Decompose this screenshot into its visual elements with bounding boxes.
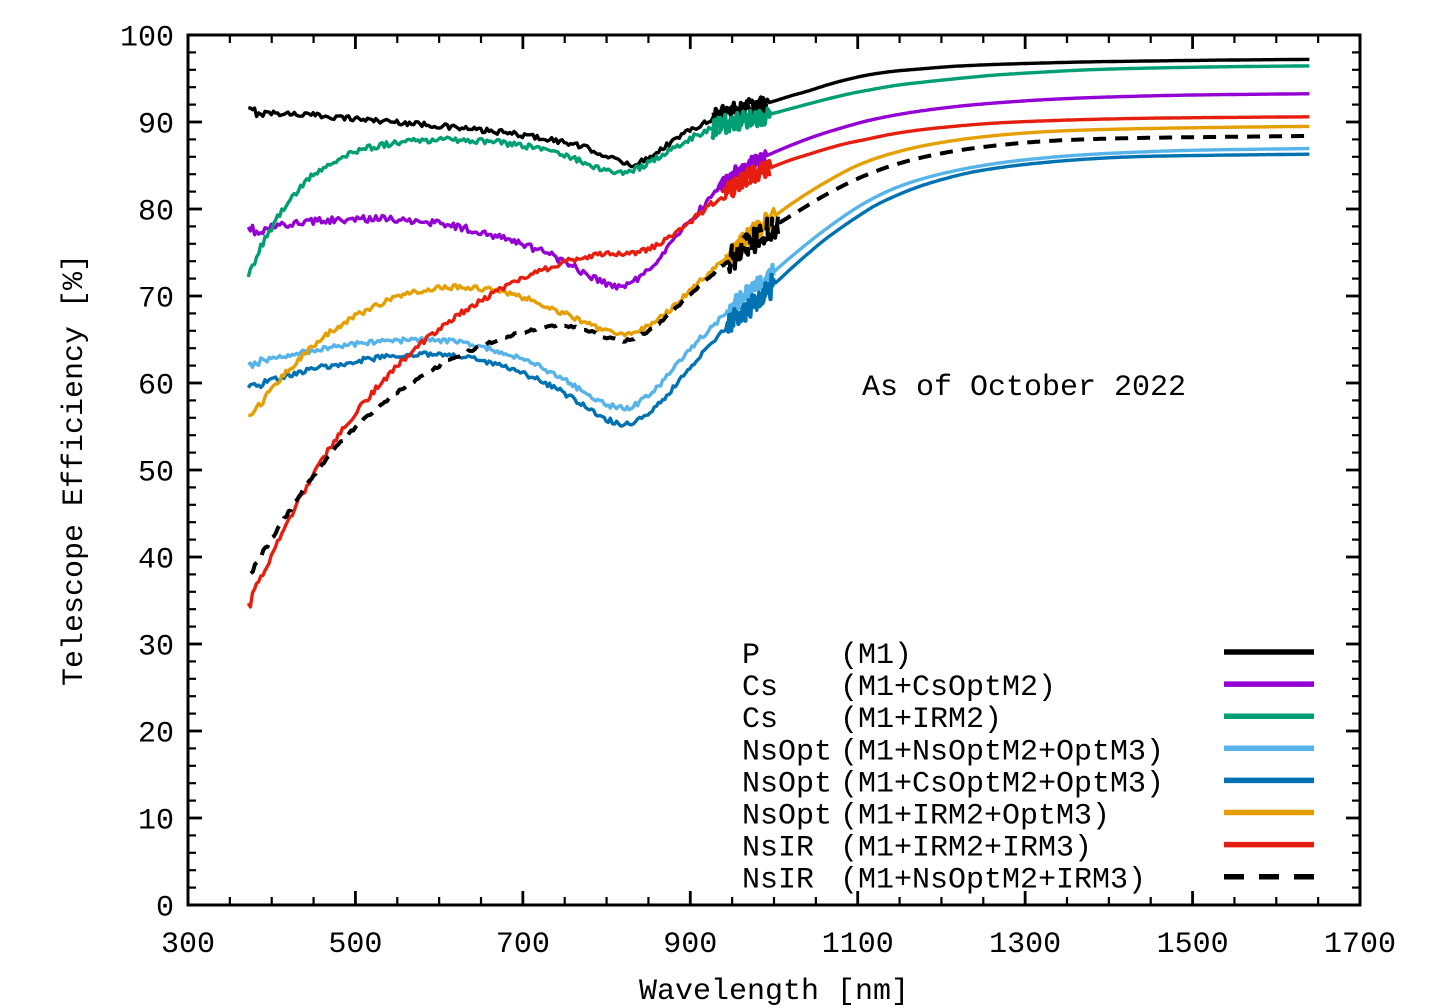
y-tick-label: 70 <box>138 283 174 317</box>
y-tick-label: 20 <box>138 718 174 752</box>
legend: P (M1)Cs (M1+CsOptM2)Cs (M1+IRM2)NsOpt (M1+N… <box>742 639 1314 898</box>
legend-desc: (M1+CsOptM2) <box>840 671 1056 705</box>
data-curves <box>246 57 1310 609</box>
legend-item: NsOpt (M1+IRM2+OptM3) <box>742 800 1314 834</box>
annotation-text: As of October 2022 <box>862 371 1186 405</box>
legend-item: Cs (M1+CsOptM2) <box>742 671 1314 705</box>
legend-item: Cs (M1+IRM2) <box>742 703 1314 737</box>
y-tick-label: 50 <box>138 457 174 491</box>
legend-desc: (M1+NsOptM2+OptM3) <box>840 735 1164 769</box>
y-tick-label: 100 <box>120 22 174 56</box>
legend-item: NsOpt (M1+NsOptM2+OptM3) <box>742 735 1314 769</box>
legend-desc: (M1+IRM2+IRM3) <box>840 832 1092 866</box>
legend-name: Cs <box>742 703 778 737</box>
x-tick-label: 1700 <box>1324 928 1396 962</box>
y-tick-label: 0 <box>156 892 174 926</box>
legend-desc: (M1) <box>840 639 912 673</box>
series-burst-4 <box>725 272 776 334</box>
series-line-6 <box>246 115 1310 609</box>
series-line-7 <box>249 133 1310 575</box>
y-tick-label: 90 <box>138 109 174 143</box>
series-line-4 <box>246 152 1310 428</box>
legend-name: NsIR <box>742 832 814 866</box>
series-burst-2 <box>710 108 773 141</box>
legend-name: NsOpt <box>742 767 832 801</box>
series-line-2 <box>246 64 1310 278</box>
x-tick-label: 900 <box>663 928 717 962</box>
axis-tick-labels: 300 500 700 900 1100 1300 1500 1700 0 10 20 30 40 50 6… <box>120 22 1396 963</box>
x-tick-label: 500 <box>328 928 382 962</box>
plot-frame <box>186 33 1362 907</box>
series-line-0 <box>248 57 1310 169</box>
y-tick-label: 80 <box>138 196 174 230</box>
legend-name: NsOpt <box>742 800 832 834</box>
legend-name: NsOpt <box>742 735 832 769</box>
legend-item: NsIR (M1+NsOptM2+IRM3) <box>742 864 1314 898</box>
y-tick-label: 60 <box>138 370 174 404</box>
y-axis-title: Telescope Efficiency [%] <box>58 254 92 686</box>
legend-name: P <box>742 639 760 673</box>
series-burst-7 <box>726 216 781 274</box>
y-tick-label: 40 <box>138 544 174 578</box>
legend-item: NsIR (M1+IRM2+IRM3) <box>742 832 1314 866</box>
series-line-1 <box>246 92 1310 291</box>
legend-item: NsOpt (M1+CsOptM2+OptM3) <box>742 767 1314 801</box>
x-tick-label: 300 <box>161 928 215 962</box>
x-tick-label: 1500 <box>1157 928 1229 962</box>
legend-name: Cs <box>742 671 778 705</box>
y-tick-label: 30 <box>138 631 174 665</box>
legend-name: NsIR <box>742 864 814 898</box>
legend-desc: (M1+NsOptM2+IRM3) <box>840 864 1146 898</box>
y-tick-label: 10 <box>138 805 174 839</box>
series-line-5 <box>248 124 1310 417</box>
legend-item: P (M1) <box>742 639 1314 673</box>
legend-desc: (M1+CsOptM2+OptM3) <box>840 767 1164 801</box>
x-tick-label: 1100 <box>822 928 894 962</box>
series-burst-6 <box>720 159 772 199</box>
x-tick-label: 700 <box>496 928 550 962</box>
legend-desc: (M1+IRM2) <box>840 703 1002 737</box>
legend-desc: (M1+IRM2+OptM3) <box>840 800 1110 834</box>
series-burst-3 <box>724 262 776 317</box>
x-axis-title: Wavelength [nm] <box>639 975 909 1008</box>
x-tick-label: 1300 <box>989 928 1061 962</box>
